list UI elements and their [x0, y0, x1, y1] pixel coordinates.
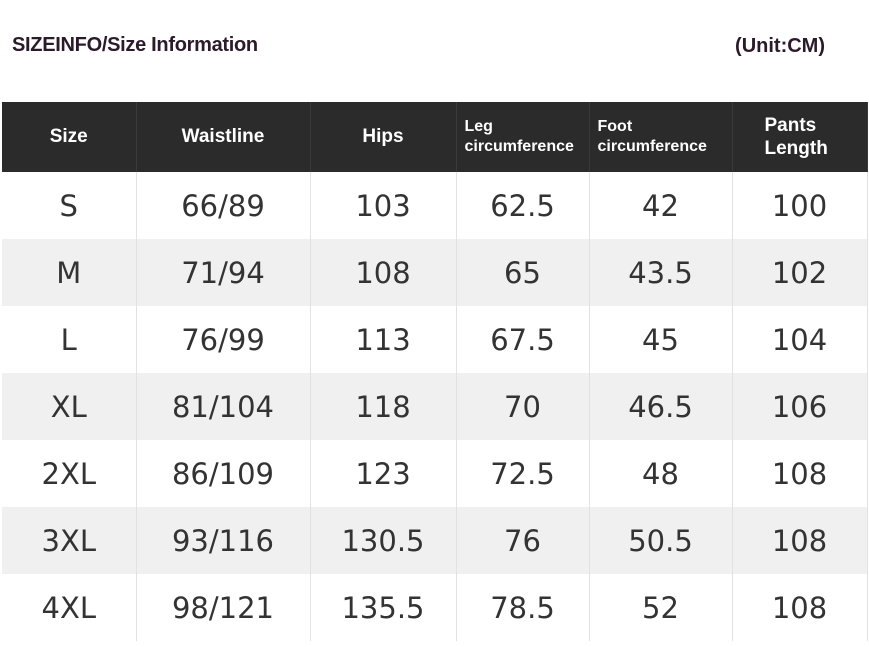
table-cell: 65: [456, 239, 590, 306]
table-row: 2XL 86/109 123 72.5 48 108: [2, 440, 868, 507]
table-row: S 66/89 103 62.5 42 100: [2, 172, 868, 239]
table-cell: 3XL: [2, 507, 137, 574]
table-cell: 123: [310, 440, 457, 507]
table-cell: 135.5: [310, 574, 457, 641]
table-cell: 66/89: [136, 172, 311, 239]
table-cell: 50.5: [589, 507, 733, 574]
table-cell: 108: [310, 239, 457, 306]
table-cell: 108: [732, 507, 868, 574]
table-cell: 104: [732, 306, 868, 373]
table-row: XL 81/104 118 70 46.5 106: [2, 373, 868, 440]
column-header: Foot circumference: [589, 102, 733, 172]
table-cell: 45: [589, 306, 733, 373]
table-cell: 62.5: [456, 172, 590, 239]
table-cell: 108: [732, 574, 868, 641]
table-cell: 106: [732, 373, 868, 440]
table-cell: 2XL: [2, 440, 137, 507]
table-cell: 100: [732, 172, 868, 239]
table-cell: 102: [732, 239, 868, 306]
table-cell: 70: [456, 373, 590, 440]
table-cell: 67.5: [456, 306, 590, 373]
table-cell: 130.5: [310, 507, 457, 574]
table-cell: 72.5: [456, 440, 590, 507]
table-cell: 46.5: [589, 373, 733, 440]
table-cell: 81/104: [136, 373, 311, 440]
table-cell: 98/121: [136, 574, 311, 641]
table-cell: L: [2, 306, 137, 373]
table-cell: 103: [310, 172, 457, 239]
table-cell: 48: [589, 440, 733, 507]
table-cell: 113: [310, 306, 457, 373]
table-cell: 76: [456, 507, 590, 574]
table-cell: 43.5: [589, 239, 733, 306]
table-cell: 118: [310, 373, 457, 440]
table-cell: 42: [589, 172, 733, 239]
table-cell: 78.5: [456, 574, 590, 641]
table-header-row: Size Waistline Hips Leg circumference Foot c…: [2, 102, 868, 172]
table-row: M 71/94 108 65 43.5 102: [2, 239, 868, 306]
table-cell: 52: [589, 574, 733, 641]
table-cell: S: [2, 172, 137, 239]
column-header: Leg circumference: [456, 102, 590, 172]
column-header: Pants Length: [732, 102, 868, 172]
table-cell: 71/94: [136, 239, 311, 306]
page-title: SIZEINFO/Size Information: [12, 34, 258, 56]
column-header: Waistline: [136, 102, 311, 172]
column-header: Hips: [310, 102, 457, 172]
table-cell: 108: [732, 440, 868, 507]
table-cell: 76/99: [136, 306, 311, 373]
size-table: Size Waistline Hips Leg circumference Foot c…: [2, 102, 868, 641]
table-cell: 4XL: [2, 574, 137, 641]
table-row: 3XL 93/116 130.5 76 50.5 108: [2, 507, 868, 574]
column-header: Size: [2, 102, 137, 172]
table-row: 4XL 98/121 135.5 78.5 52 108: [2, 574, 868, 641]
table-cell: 86/109: [136, 440, 311, 507]
table-cell: M: [2, 239, 137, 306]
table-cell: 93/116: [136, 507, 311, 574]
unit-label: (Unit:CM): [735, 35, 825, 57]
table-row: L 76/99 113 67.5 45 104: [2, 306, 868, 373]
table-cell: XL: [2, 373, 137, 440]
